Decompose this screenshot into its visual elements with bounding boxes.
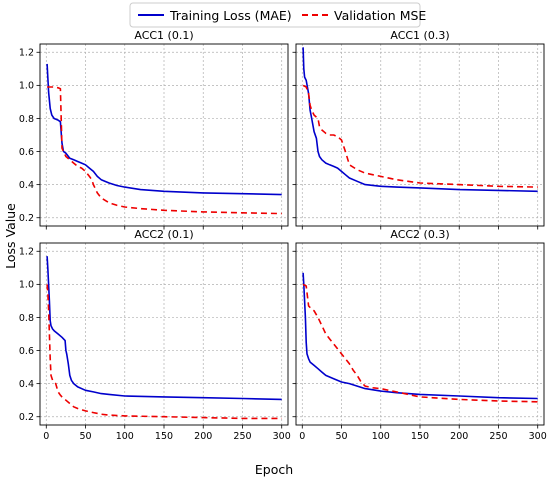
subplot-title: ACC2 (0.3)	[390, 228, 449, 241]
y-tick-label: 0.6	[19, 147, 34, 158]
y-tick-label: 1.0	[19, 280, 34, 291]
x-tick-label: 250	[233, 431, 251, 442]
validation-mse-line	[302, 283, 538, 403]
plot-frame	[39, 242, 289, 426]
legend-training-label: Training Loss (MAE)	[169, 8, 292, 23]
subplot-title: ACC1 (0.1)	[134, 29, 193, 42]
y-tick-label: 0.2	[19, 412, 34, 423]
subplot-grid: 0.2 0.4 0.6 0.8 1.0 1.2 ACC1 (0.1) ACC1 (0.3) 0 5…	[19, 29, 547, 442]
subplot-4: 0 50 100 150 200 250 300 ACC2 (0.3)	[292, 228, 547, 442]
subplot-title: ACC2 (0.1)	[134, 228, 193, 241]
y-tick-label: 0.4	[19, 379, 34, 390]
training-loss-line	[46, 256, 282, 401]
plot-area	[40, 44, 288, 226]
validation-mse-line	[302, 84, 538, 188]
training-loss-line	[302, 272, 538, 400]
training-loss-line	[302, 47, 538, 193]
plot-area	[40, 243, 288, 425]
y-tick-label: 1.2	[19, 48, 34, 59]
subplot-3: 0 50 100 150 200 250 300 0.2 0.4 0.6 0.8 1.0 1.2 ACC2…	[19, 228, 291, 442]
legend-box	[129, 2, 421, 28]
x-tick-label: 300	[273, 431, 291, 442]
x-tick-label: 0	[299, 431, 305, 442]
y-tick-label: 0.2	[19, 213, 34, 224]
subplot-1: 0.2 0.4 0.6 0.8 1.0 1.2 ACC1 (0.1)	[19, 29, 289, 230]
x-tick-label: 150	[411, 431, 429, 442]
legend: Training Loss (MAE) Validation MSE	[129, 2, 426, 28]
x-tick-label: 250	[489, 431, 507, 442]
validation-mse-line	[46, 284, 282, 420]
plot-area	[296, 44, 544, 226]
x-axis-label: Epoch	[255, 462, 293, 477]
y-tick-label: 0.6	[19, 346, 34, 357]
y-tick-label: 0.8	[19, 313, 34, 324]
training-loss-line	[46, 63, 282, 196]
subplot-title: ACC1 (0.3)	[390, 29, 449, 42]
y-axis-label: Loss Value	[3, 203, 18, 269]
x-tick-label: 100	[116, 431, 134, 442]
y-tick-label: 0.4	[19, 180, 34, 191]
x-tick-label: 300	[529, 431, 547, 442]
subplot-2: ACC1 (0.3)	[292, 29, 545, 230]
x-tick-label: 0	[43, 431, 49, 442]
x-tick-label: 50	[79, 431, 91, 442]
y-tick-label: 1.0	[19, 81, 34, 92]
x-tick-label: 150	[155, 431, 173, 442]
legend-validation-label: Validation MSE	[334, 8, 426, 23]
x-tick-label: 200	[450, 431, 468, 442]
y-tick-label: 0.8	[19, 114, 34, 125]
validation-mse-line	[47, 86, 282, 215]
plot-frame	[295, 242, 545, 426]
y-tick-label: 1.2	[19, 247, 34, 258]
plot-frame	[295, 43, 545, 227]
x-tick-label: 200	[194, 431, 212, 442]
x-tick-label: 100	[372, 431, 390, 442]
plot-frame	[39, 43, 289, 227]
x-tick-label: 50	[335, 431, 347, 442]
